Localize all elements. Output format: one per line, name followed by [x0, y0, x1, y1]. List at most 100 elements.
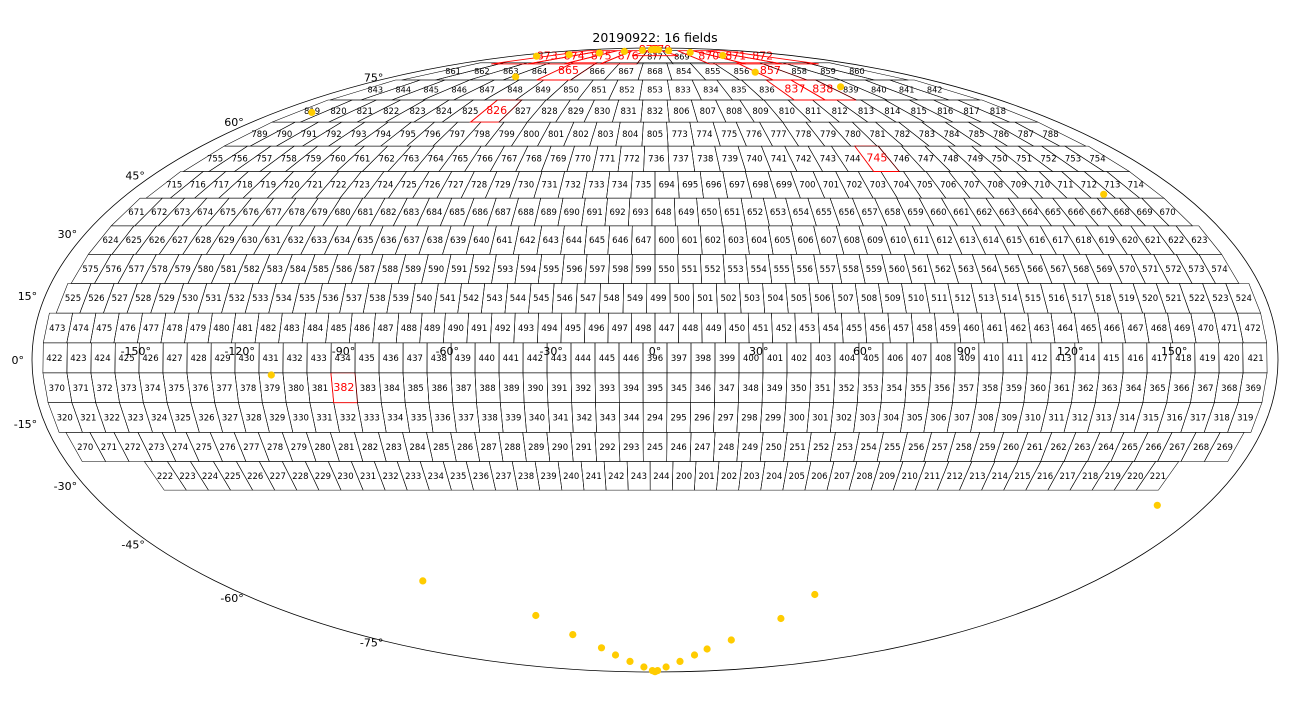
field-237: 237	[488, 461, 519, 491]
field-label: 434	[335, 354, 351, 364]
field-507: 507	[831, 283, 860, 314]
field-617: 617	[1039, 225, 1081, 255]
field-label: 539	[393, 294, 409, 304]
field-348: 348	[738, 372, 764, 403]
field-label: 441	[503, 354, 519, 364]
field-542: 542	[457, 283, 486, 314]
field-375: 375	[162, 372, 192, 403]
field-201: 201	[694, 461, 720, 491]
field-777: 777	[759, 121, 800, 147]
field-label: 728	[471, 181, 487, 191]
field-label: 266	[1145, 443, 1161, 453]
field-label: 859	[820, 66, 836, 76]
field-label: 808	[726, 107, 742, 117]
point-17	[1153, 501, 1161, 509]
ra-tick-label: 120°	[1057, 345, 1084, 358]
field-label: 344	[623, 414, 639, 424]
field-label: 623	[1191, 236, 1207, 246]
field-687: 687	[486, 197, 519, 227]
field-label: 295	[670, 414, 686, 424]
field-label: 236	[473, 472, 489, 482]
field-label: 324	[151, 414, 167, 424]
field-label: 412	[1031, 354, 1047, 364]
field-label: 609	[867, 236, 883, 246]
field-label: 361	[1054, 384, 1070, 394]
field-label: 319	[1237, 414, 1253, 424]
field-437: 437	[402, 342, 428, 374]
field-577: 577	[117, 254, 157, 284]
field-label: 466	[1104, 324, 1120, 334]
field-label: 503	[744, 294, 760, 304]
field-646: 646	[607, 225, 633, 255]
field-603: 603	[722, 225, 750, 255]
field-label: 714	[1128, 181, 1144, 191]
field-label: 639	[450, 236, 466, 246]
field-691: 691	[581, 197, 608, 227]
field-label: 217	[1059, 472, 1075, 482]
field-326: 326	[190, 402, 223, 433]
field-label: 719	[260, 181, 276, 191]
field-label: 587	[359, 265, 375, 275]
field-588: 588	[374, 254, 407, 284]
field-label: 788	[1042, 130, 1058, 140]
field-832: 832	[640, 99, 670, 123]
field-472: 472	[1237, 312, 1268, 344]
field-label: 381	[312, 384, 328, 394]
field-label: 327	[222, 414, 238, 424]
field-498: 498	[631, 312, 656, 344]
field-656: 656	[829, 197, 864, 227]
field-681: 681	[345, 197, 386, 227]
field-label: 661	[953, 208, 969, 218]
field-label: 757	[256, 155, 272, 165]
field-497: 497	[607, 312, 632, 344]
field-label: 872	[752, 50, 773, 63]
field-350: 350	[785, 372, 812, 403]
field-label: 575	[82, 265, 98, 275]
field-label: 447	[659, 324, 675, 334]
field-label: 737	[673, 155, 689, 165]
field-643: 643	[536, 225, 565, 255]
field-label: 249	[742, 443, 758, 453]
point-23	[727, 636, 735, 644]
field-511: 511	[924, 283, 954, 314]
field-label: 627	[172, 236, 188, 246]
field-label: 410	[983, 354, 999, 364]
field-label: 306	[930, 414, 946, 424]
field-label: 471	[1221, 324, 1237, 334]
field-label: 583	[267, 265, 283, 275]
field-267: 267	[1157, 432, 1197, 462]
field-label: 269	[1217, 443, 1233, 453]
field-label: 557	[820, 265, 836, 275]
field-label: 312	[1072, 414, 1088, 424]
field-731: 731	[533, 171, 565, 199]
field-label: 816	[937, 107, 953, 117]
field-label: 600	[658, 236, 674, 246]
field-562: 562	[926, 254, 959, 284]
field-label: 752	[1040, 155, 1056, 165]
field-label: 350	[790, 384, 806, 394]
field-606: 606	[790, 225, 821, 255]
field-300: 300	[783, 402, 811, 433]
field-label: 698	[752, 181, 768, 191]
field-label: 561	[912, 265, 928, 275]
field-label: 411	[1007, 354, 1023, 364]
dec-tick-label: 0°	[12, 354, 25, 367]
field-label: 299	[765, 414, 781, 424]
field-799: 799	[484, 121, 528, 147]
field-label: 390	[527, 384, 543, 394]
field-808: 808	[715, 99, 755, 123]
field-label: 232	[382, 472, 398, 482]
field-label: 616	[1029, 236, 1045, 246]
field-label: 322	[104, 414, 120, 424]
field-label: 869	[674, 52, 690, 62]
field-427: 427	[162, 342, 188, 374]
field-598: 598	[608, 254, 633, 284]
field-label: 467	[1127, 324, 1143, 334]
field-label: 582	[244, 265, 260, 275]
field-label: 611	[913, 236, 929, 246]
field-532: 532	[221, 283, 254, 314]
field-label: 813	[858, 107, 874, 117]
field-label: 615	[1006, 236, 1022, 246]
fields-layer: 222 223 224 225 226 227 228 229 230 231 232 233 234 2…	[42, 43, 1268, 491]
field-340: 340	[523, 402, 551, 433]
